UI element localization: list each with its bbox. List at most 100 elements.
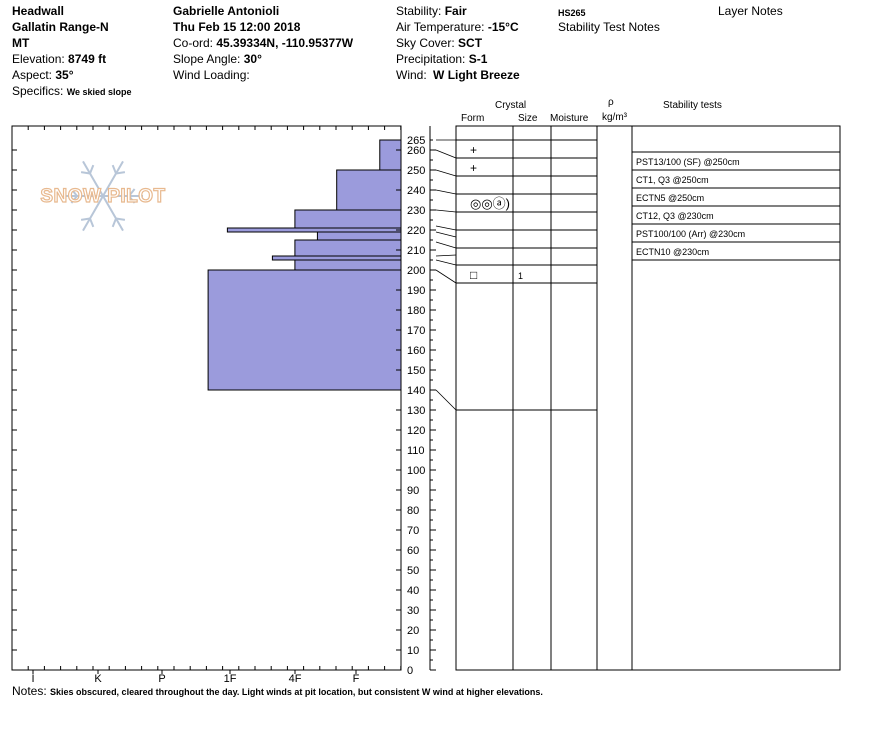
depth-label: 60 (407, 545, 419, 557)
crystal-size-value: 1 (518, 271, 523, 281)
layer-connector (435, 241, 457, 249)
snowflake-branch (89, 218, 95, 228)
sky-cover-value: SCT (458, 36, 483, 50)
depth-label: 260 (407, 145, 425, 157)
hardness-layer (379, 139, 402, 171)
hardness-layer (294, 209, 402, 229)
coord-value: 45.39334N, -110.95377W (216, 36, 354, 50)
crystal-form-symbol: □ (470, 268, 477, 282)
coord-label: Co-ord: (173, 36, 214, 50)
depth-label: 30 (407, 605, 419, 617)
hardness-ticks (11, 126, 402, 671)
elevation-row: Elevation: 8749 ft (12, 52, 106, 66)
layer-connector (435, 259, 457, 266)
crystal-form-symbol: + (470, 161, 477, 175)
layer-connector (435, 149, 457, 159)
watermark-text: SNOW PILOT (40, 186, 165, 207)
hardness-layer (294, 239, 402, 257)
stability-test-entry: ECTN10 @230cm (636, 247, 709, 257)
stability-value: Fair (444, 4, 467, 18)
depth-label: 130 (407, 405, 425, 417)
depth-label: 230 (407, 205, 425, 217)
stability-row: Stability: Fair (396, 4, 467, 18)
snowflake-arm (102, 195, 124, 232)
snowflake-icon (63, 160, 143, 232)
density-unit: kg/m³ (602, 112, 627, 123)
layer-connector (435, 189, 457, 195)
specifics-label: Specifics: (12, 84, 64, 98)
precipitation-row: Precipitation: S-1 (396, 52, 487, 66)
crystal-header: Crystal (495, 100, 527, 111)
crystal-form-symbol: + (470, 143, 477, 157)
depth-label: 250 (407, 165, 425, 177)
snowflake-branch (115, 217, 126, 221)
snowpilot-watermark: SNOW PILOT (40, 160, 166, 232)
snowflake-branch (128, 195, 136, 204)
density-symbol: ρ (608, 97, 614, 108)
depth-label: 120 (407, 425, 425, 437)
snowflake-arm (102, 160, 124, 197)
snowflake-branch (111, 164, 117, 174)
notes-label: Notes: (12, 684, 47, 698)
layer-connector (435, 269, 457, 284)
snowflake-branch (80, 217, 91, 221)
stability-test-entry: CT12, Q3 @230cm (636, 211, 714, 221)
moisture-header: Moisture (550, 113, 589, 124)
hardness-layer (316, 231, 402, 241)
stability-test-entry: CT1, Q3 @250cm (636, 175, 709, 185)
layer-connector (435, 169, 457, 177)
hardness-axis: I K P 1F 4F F (31, 670, 360, 685)
stability-test-entry: PST13/100 (SF) @250cm (636, 157, 740, 167)
slope-value: 30° (243, 52, 262, 66)
aspect-row: Aspect: 35° (12, 68, 74, 82)
depth-label: 140 (407, 385, 425, 397)
layer-notes-label: Layer Notes (718, 4, 783, 18)
depth-label: 160 (407, 345, 425, 357)
layer-connector (435, 209, 457, 213)
stability-test-entry: ECTN5 @250cm (636, 193, 704, 203)
notes-text: Skies obscured, cleared throughout the d… (50, 687, 543, 697)
snowflake-arm (82, 195, 104, 232)
form-header: Form (461, 113, 485, 124)
stability-test-entry: PST100/100 (Arr) @230cm (636, 229, 745, 239)
state-name: MT (12, 36, 30, 50)
sky-cover-row: Sky Cover: SCT (396, 36, 482, 50)
depth-label: 200 (407, 265, 425, 277)
hardness-layer (336, 169, 402, 211)
hardness-label: 1F (224, 673, 237, 685)
wind-row: Wind: W Light Breeze (396, 68, 520, 82)
depth-label: 220 (407, 225, 425, 237)
hardness-layer (207, 269, 402, 391)
hardness-label: P (158, 673, 165, 685)
depth-label: 50 (407, 565, 419, 577)
precipitation-value: S-1 (468, 52, 488, 66)
wind-value: W Light Breeze (433, 68, 520, 82)
layer-connector (435, 254, 457, 257)
air-temp-value: -15°C (487, 20, 519, 34)
hardness-layer (271, 255, 402, 261)
depth-label: 240 (407, 185, 425, 197)
layer-connector (435, 225, 457, 231)
depth-label: 70 (407, 525, 419, 537)
table-frame (455, 125, 841, 671)
layer-table: + + ◎◎ⓐ) □ 1 PST13/100 (SF) @250cm CT1, Q3 @25… (435, 125, 841, 671)
snowflake-branch (111, 218, 117, 228)
depth-label: 265 (407, 135, 425, 147)
stability-test-notes-label: Stability Test Notes (558, 20, 660, 34)
depth-label: 210 (407, 245, 425, 257)
range-name: Gallatin Range-N (12, 20, 109, 34)
depth-axis: 2652602502402302202102001901801701601501… (407, 126, 436, 677)
depth-label: 10 (407, 645, 419, 657)
air-temp-row: Air Temperature: -15°C (396, 20, 519, 34)
snowflake-branch (115, 171, 126, 175)
hardness-layer (294, 259, 402, 271)
hardness-label: F (353, 673, 360, 685)
depth-label: 40 (407, 585, 419, 597)
depth-label: 20 (407, 625, 419, 637)
hardness-layer (226, 227, 402, 233)
depth-label: 170 (407, 325, 425, 337)
sky-cover-label: Sky Cover: (396, 36, 455, 50)
notes-row: Notes: Skies obscured, cleared throughou… (12, 684, 543, 699)
elevation-label: Elevation: (12, 52, 65, 66)
coord-row: Co-ord: 45.39334N, -110.95377W (173, 36, 353, 50)
